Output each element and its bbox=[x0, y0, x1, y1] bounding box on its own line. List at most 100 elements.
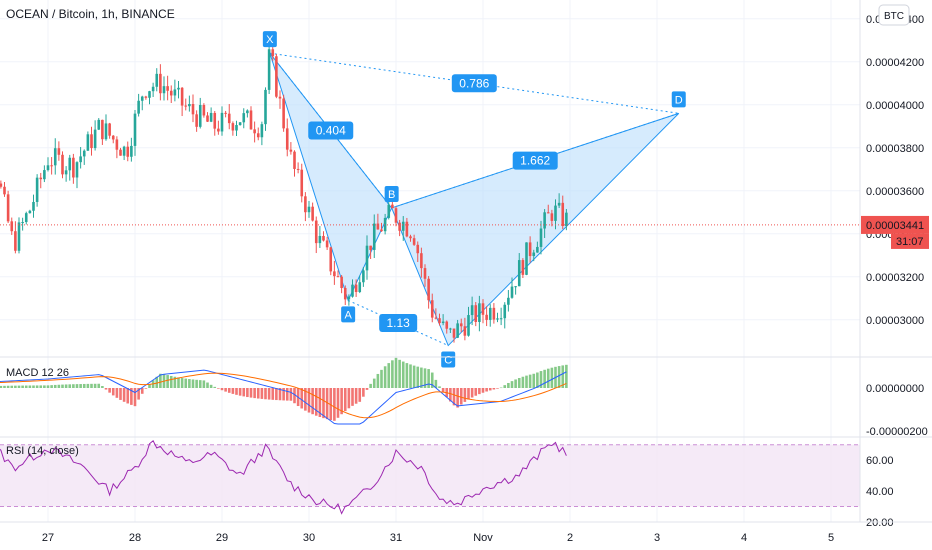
macd-histogram-bar bbox=[561, 365, 565, 388]
candle bbox=[202, 103, 206, 118]
candle-body bbox=[499, 318, 503, 320]
rsi-band bbox=[0, 444, 860, 507]
candle bbox=[557, 193, 561, 209]
pattern-point-a-box[interactable] bbox=[341, 306, 356, 323]
candle bbox=[565, 208, 568, 231]
candle-body bbox=[525, 242, 528, 275]
candle-body bbox=[554, 205, 557, 221]
macd-histogram-bar bbox=[285, 388, 289, 401]
candle-body bbox=[329, 247, 333, 272]
macd-histogram-bar bbox=[311, 388, 314, 415]
candle-body bbox=[391, 204, 394, 209]
candle-body bbox=[235, 125, 238, 131]
candle bbox=[50, 157, 53, 175]
candle bbox=[285, 118, 289, 157]
candle-body bbox=[369, 245, 372, 250]
candle bbox=[79, 147, 82, 169]
macd-histogram-bar bbox=[242, 388, 246, 397]
price-tick-label: 0.00003200 bbox=[866, 272, 924, 284]
candle bbox=[362, 267, 365, 287]
candle bbox=[325, 236, 329, 250]
macd-histogram-bar bbox=[271, 388, 275, 400]
rsi-tick-label: 40.00 bbox=[866, 486, 894, 498]
macd-histogram-bar bbox=[217, 388, 220, 389]
macd-histogram-bar bbox=[43, 385, 46, 388]
current-price-tag[interactable] bbox=[861, 215, 929, 234]
macd-histogram-bar bbox=[333, 388, 336, 421]
macd-histogram-bar bbox=[24, 385, 28, 388]
macd-histogram-bar bbox=[528, 374, 532, 388]
candle-body bbox=[300, 169, 304, 197]
macd-histogram-bar bbox=[267, 388, 271, 400]
candle bbox=[543, 209, 546, 239]
pattern-point-d-box[interactable] bbox=[671, 91, 686, 108]
candle bbox=[61, 151, 64, 179]
candle bbox=[340, 274, 343, 294]
candle-body bbox=[528, 242, 532, 257]
x-tick-label: 29 bbox=[216, 532, 228, 544]
candle bbox=[481, 299, 485, 324]
pattern-point-x-box[interactable] bbox=[262, 31, 277, 48]
pattern-point-c-box[interactable] bbox=[441, 351, 456, 368]
candle-body bbox=[532, 252, 536, 257]
candle bbox=[434, 308, 438, 320]
candle bbox=[459, 318, 463, 333]
macd-histogram-bar bbox=[86, 383, 90, 388]
rsi-panel: 60.00 40.00 20.00 bbox=[0, 439, 894, 529]
candle bbox=[126, 141, 130, 162]
candle-body bbox=[550, 213, 554, 221]
macd-histogram-bar bbox=[329, 388, 333, 421]
candle-body bbox=[162, 86, 166, 94]
macd-histogram-bar bbox=[532, 373, 536, 388]
macd-histogram-bar bbox=[307, 388, 311, 413]
candle-body bbox=[137, 100, 140, 114]
candle-body bbox=[61, 154, 64, 175]
candle-body bbox=[307, 206, 311, 213]
macd-histogram-bar bbox=[101, 386, 104, 388]
price-axis[interactable]: 0.000044000.000042000.000040000.00003800… bbox=[861, 14, 929, 327]
candle-body bbox=[449, 328, 452, 330]
macd-histogram-bar bbox=[209, 384, 213, 388]
macd-histogram-bar bbox=[50, 385, 53, 388]
macd-panel: 0.00000000 -0.00000200 bbox=[0, 357, 928, 438]
macd-histogram-bar bbox=[485, 388, 488, 392]
candle-body bbox=[39, 177, 43, 180]
candle-body bbox=[543, 212, 546, 229]
pattern-point-b-box[interactable] bbox=[384, 185, 399, 202]
candle bbox=[525, 242, 528, 276]
candle-body bbox=[217, 128, 220, 132]
candle-body bbox=[180, 87, 184, 106]
candle-body bbox=[380, 229, 383, 232]
candle bbox=[10, 217, 14, 235]
macd-histogram-bar bbox=[467, 388, 470, 400]
candle bbox=[184, 98, 188, 111]
candle bbox=[144, 95, 148, 100]
candle-body bbox=[557, 202, 561, 206]
macd-histogram-bar bbox=[235, 388, 238, 395]
candle bbox=[227, 104, 231, 130]
candle-body bbox=[394, 208, 398, 223]
candle-body bbox=[267, 49, 271, 90]
candle bbox=[177, 80, 180, 99]
candle-body bbox=[314, 220, 318, 244]
candle bbox=[104, 114, 108, 141]
candle bbox=[101, 119, 104, 145]
currency-badge-box[interactable] bbox=[878, 4, 910, 26]
macd-histogram-bar bbox=[347, 388, 351, 409]
macd-histogram-bar bbox=[122, 388, 126, 402]
candle-body bbox=[325, 240, 329, 248]
candle-body bbox=[130, 145, 133, 157]
candle bbox=[166, 75, 169, 101]
candle-body bbox=[17, 222, 21, 251]
candle-body bbox=[434, 317, 438, 319]
ratio-label: 0.786 bbox=[459, 76, 489, 90]
macd-histogram-bar bbox=[496, 388, 499, 389]
candle-body bbox=[365, 245, 369, 271]
macd-histogram-bar bbox=[481, 388, 485, 393]
macd-histogram-bar bbox=[343, 388, 347, 412]
candle-body bbox=[282, 98, 285, 129]
macd-histogram-bar bbox=[391, 360, 394, 388]
candle-body bbox=[227, 113, 231, 124]
candle bbox=[188, 95, 191, 112]
x-axis[interactable]: 27 28 29 30 31 Nov 2 3 4 5 bbox=[42, 532, 834, 544]
